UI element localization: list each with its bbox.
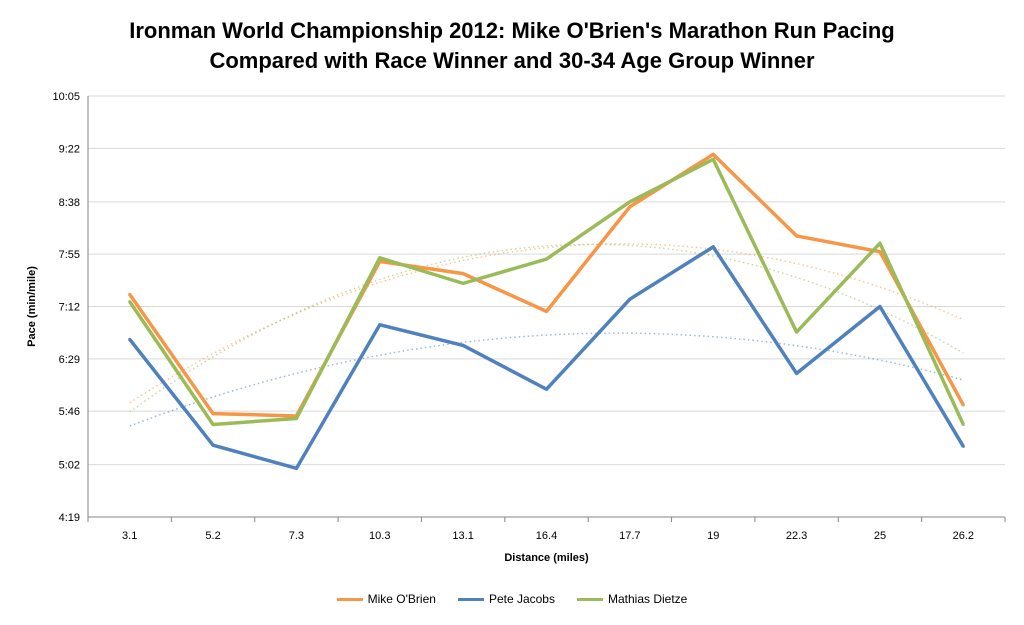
y-tick-label: 6:29 xyxy=(59,354,80,366)
legend-item: Mike O'Brien xyxy=(336,592,436,606)
data-point xyxy=(128,292,132,296)
y-tick-label: 9:22 xyxy=(59,143,80,155)
data-point xyxy=(878,305,882,308)
data-point xyxy=(545,387,548,391)
data-point xyxy=(878,241,882,245)
chart-title-line2: Compared with Race Winner and 30-34 Age … xyxy=(209,48,815,73)
data-point xyxy=(628,205,632,209)
legend-label: Pete Jacobs xyxy=(488,592,555,606)
x-tick-label: 7.3 xyxy=(289,530,304,542)
y-tick-label: 5:46 xyxy=(59,406,80,418)
x-tick-label: 3.1 xyxy=(122,530,137,542)
data-point xyxy=(211,443,215,447)
data-point xyxy=(711,152,715,156)
legend-item: Mathias Dietze xyxy=(576,592,688,606)
x-tick-label: 13.1 xyxy=(452,530,473,542)
data-point xyxy=(628,200,632,204)
data-point xyxy=(711,245,715,249)
data-point xyxy=(378,323,382,327)
data-point xyxy=(961,403,965,407)
x-tick-label: 17.7 xyxy=(619,530,640,542)
data-point xyxy=(545,257,548,261)
data-point xyxy=(711,157,715,161)
x-axis-label: Distance (miles) xyxy=(504,552,589,564)
x-tick-label: 25 xyxy=(874,530,886,542)
data-point xyxy=(795,330,799,334)
x-tick-label: 22.3 xyxy=(786,530,807,542)
y-tick-label: 7:55 xyxy=(59,249,80,261)
y-tick-label: 7:12 xyxy=(59,302,80,314)
data-point xyxy=(878,250,882,254)
trendline-1 xyxy=(129,332,964,427)
trendline-2 xyxy=(129,243,964,413)
data-point xyxy=(294,416,298,420)
legend-swatch xyxy=(576,597,603,601)
legend-label: Mathias Dietze xyxy=(607,592,688,606)
data-point xyxy=(795,371,799,375)
data-point xyxy=(128,300,132,304)
y-tick-label: 4:19 xyxy=(59,512,80,524)
data-point xyxy=(461,272,465,276)
x-tick-label: 10.3 xyxy=(369,530,390,542)
data-point xyxy=(211,423,215,427)
legend-label: Mike O'Brien xyxy=(367,592,436,606)
x-tick-label: 19 xyxy=(707,530,719,542)
y-tick-label: 10:05 xyxy=(52,91,80,103)
data-point xyxy=(294,466,298,470)
data-point xyxy=(795,234,799,238)
legend-swatch xyxy=(336,597,363,601)
data-point xyxy=(961,444,965,448)
legend-item: Pete Jacobs xyxy=(457,592,555,606)
data-point xyxy=(128,337,132,341)
chart-title-line1: Ironman World Championship 2012: Mike O'… xyxy=(129,18,895,43)
data-point xyxy=(461,281,465,285)
y-axis-label: Pace (min/mile) xyxy=(26,266,38,347)
data-point xyxy=(628,297,632,301)
y-tick-label: 8:38 xyxy=(59,197,80,209)
legend: Mike O'Brien Pete Jacobs Mathias Dietze xyxy=(0,592,1024,606)
legend-swatch xyxy=(457,597,484,601)
x-tick-label: 5.2 xyxy=(205,530,220,542)
data-point xyxy=(378,256,382,260)
trendline-0 xyxy=(129,243,964,404)
series-line-1 xyxy=(128,245,965,471)
x-tick-label: 26.2 xyxy=(953,530,974,542)
data-point xyxy=(545,309,548,313)
data-point xyxy=(961,423,965,427)
y-tick-label: 5:02 xyxy=(59,460,80,472)
data-point xyxy=(211,412,215,416)
data-point xyxy=(461,343,465,347)
x-tick-label: 16.4 xyxy=(536,530,557,542)
